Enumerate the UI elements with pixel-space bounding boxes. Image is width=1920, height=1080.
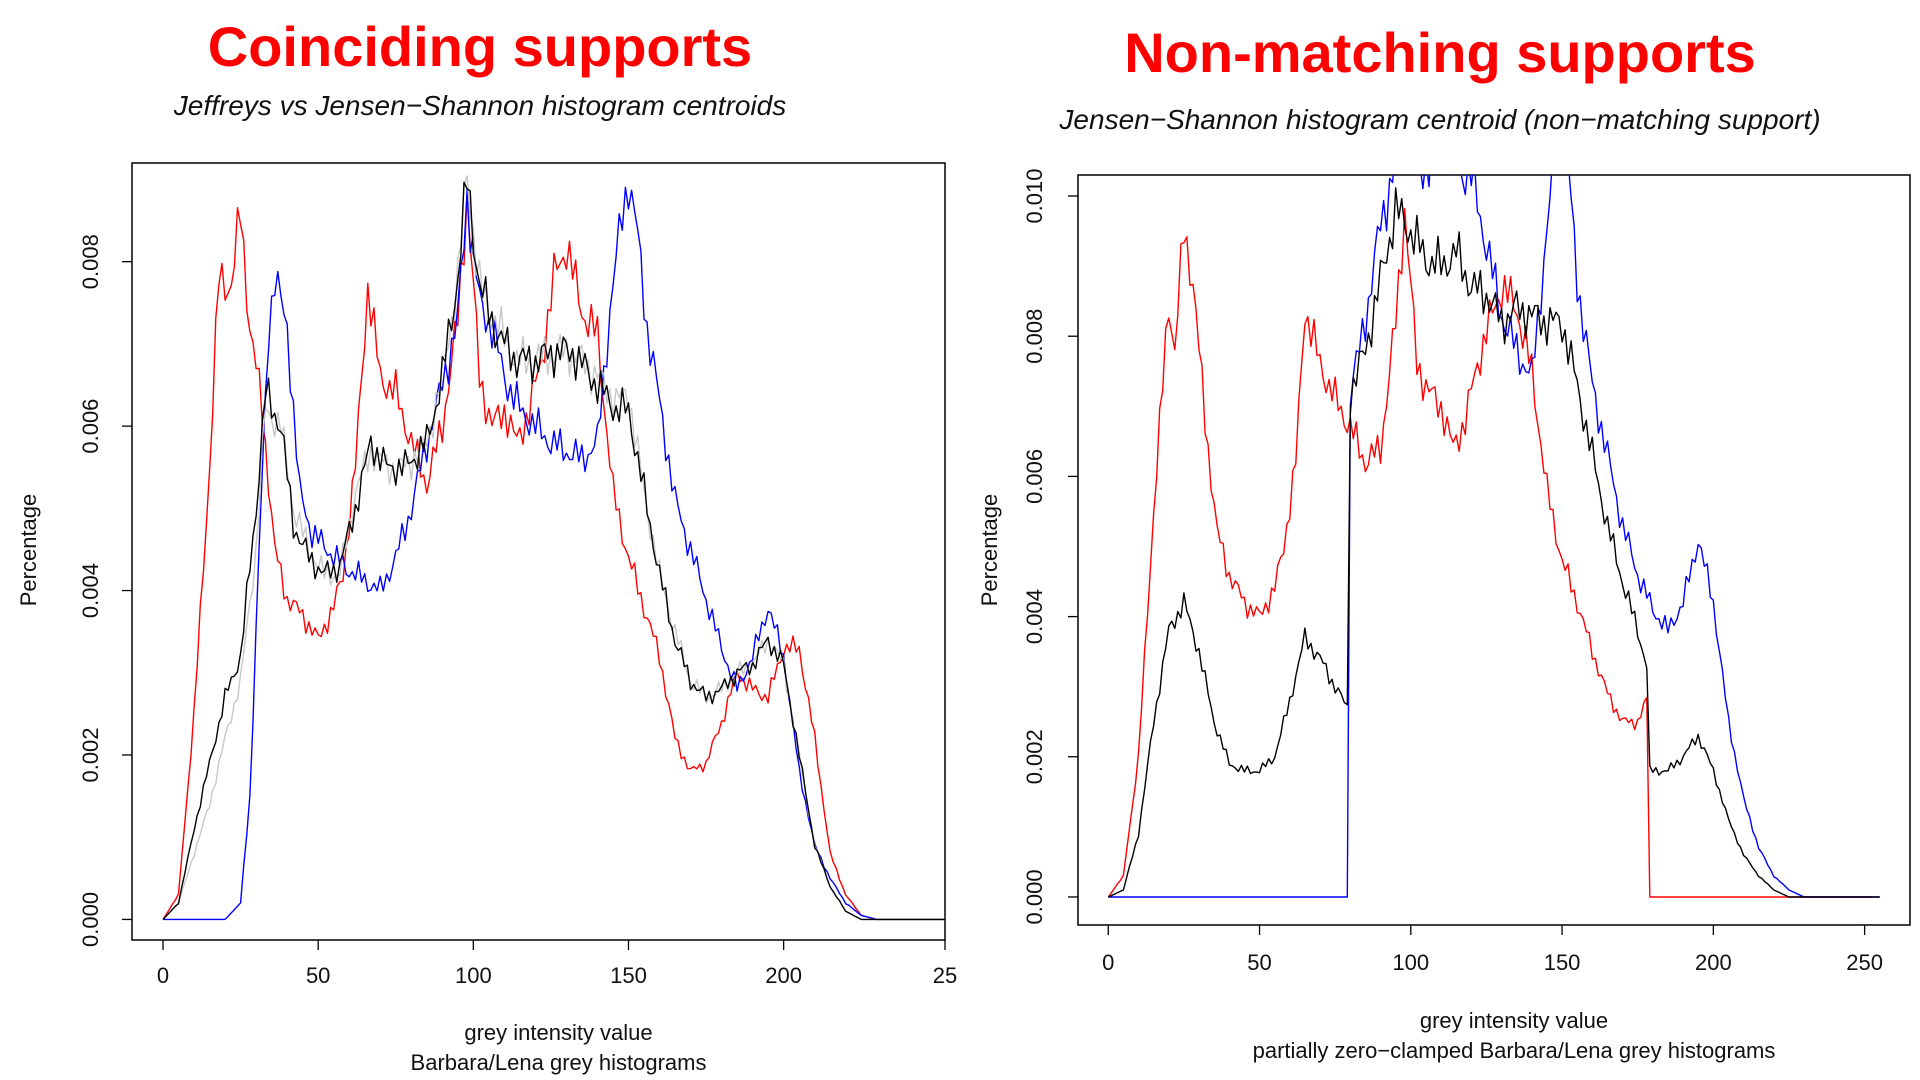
y-axis-label: Percentage [16, 494, 41, 607]
panel-coinciding: Coinciding supports Jeffreys vs Jensen−S… [16, 15, 957, 1075]
chart-title: Jeffreys vs Jensen−Shannon histogram cen… [173, 90, 787, 121]
y-tick-label: 0.002 [1022, 729, 1047, 784]
y-tick-label: 0.004 [1022, 589, 1047, 644]
chart-non-matching: 0 50 100 150 200 250 0.000 0.002 0.004 0.006 0.008… [977, 168, 1911, 1063]
series-line [1108, 175, 1880, 898]
x-tick-label: 200 [765, 963, 802, 988]
x-tick-label: 50 [1247, 950, 1271, 975]
heading: Non-matching supports [1124, 21, 1756, 84]
y-tick-label: 0.004 [78, 563, 103, 618]
y-axis-label: Percentage [977, 494, 1002, 607]
y-tick-label: 0.008 [1022, 309, 1047, 364]
x-tick-label: 100 [1392, 950, 1429, 975]
heading: Coinciding supports [207, 15, 753, 78]
series-line [162, 181, 945, 921]
x-tick-label: 150 [1544, 950, 1581, 975]
series-line [1107, 208, 1871, 898]
x-tick-label: 50 [306, 963, 330, 988]
x-tick-label: 150 [610, 963, 647, 988]
x-axis-sublabel: partially zero−clamped Barbara/Lena grey… [1253, 1038, 1776, 1063]
series-line [163, 186, 945, 921]
series-line [1108, 187, 1880, 898]
series-line [162, 193, 945, 921]
panel-non-matching: Non-matching supports Jensen−Shannon his… [960, 0, 1920, 1080]
x-tick-label: 0 [157, 963, 169, 988]
y-tick-label: 0.002 [78, 727, 103, 782]
x-tick-label: 0 [1102, 950, 1114, 975]
plot-frame [1077, 174, 1911, 926]
x-axis-label: grey intensity value [1420, 1008, 1608, 1033]
x-tick-label: 250 [1846, 950, 1883, 975]
x-axis-sublabel: Barbara/Lena grey histograms [411, 1050, 707, 1075]
y-tick-label: 0.008 [78, 234, 103, 289]
y-tick-label: 0.000 [1022, 869, 1047, 924]
y-tick-label: 0.010 [1022, 168, 1047, 223]
y-tick-label: 0.006 [1022, 449, 1047, 504]
x-tick-label: 100 [455, 963, 492, 988]
x-axis-label: grey intensity value [464, 1020, 652, 1045]
x-tick-label: 200 [1695, 950, 1732, 975]
plot-frame [131, 162, 946, 941]
chart-title: Jensen−Shannon histogram centroid (non−m… [1059, 104, 1821, 135]
chart-coinciding: 0 50 100 150 200 25 0.000 0.002 0.004 0.006 0.008 g… [16, 162, 957, 1075]
x-tick-label: 25 [933, 963, 957, 988]
y-tick-label: 0.000 [78, 892, 103, 947]
y-tick-label: 0.006 [78, 399, 103, 454]
